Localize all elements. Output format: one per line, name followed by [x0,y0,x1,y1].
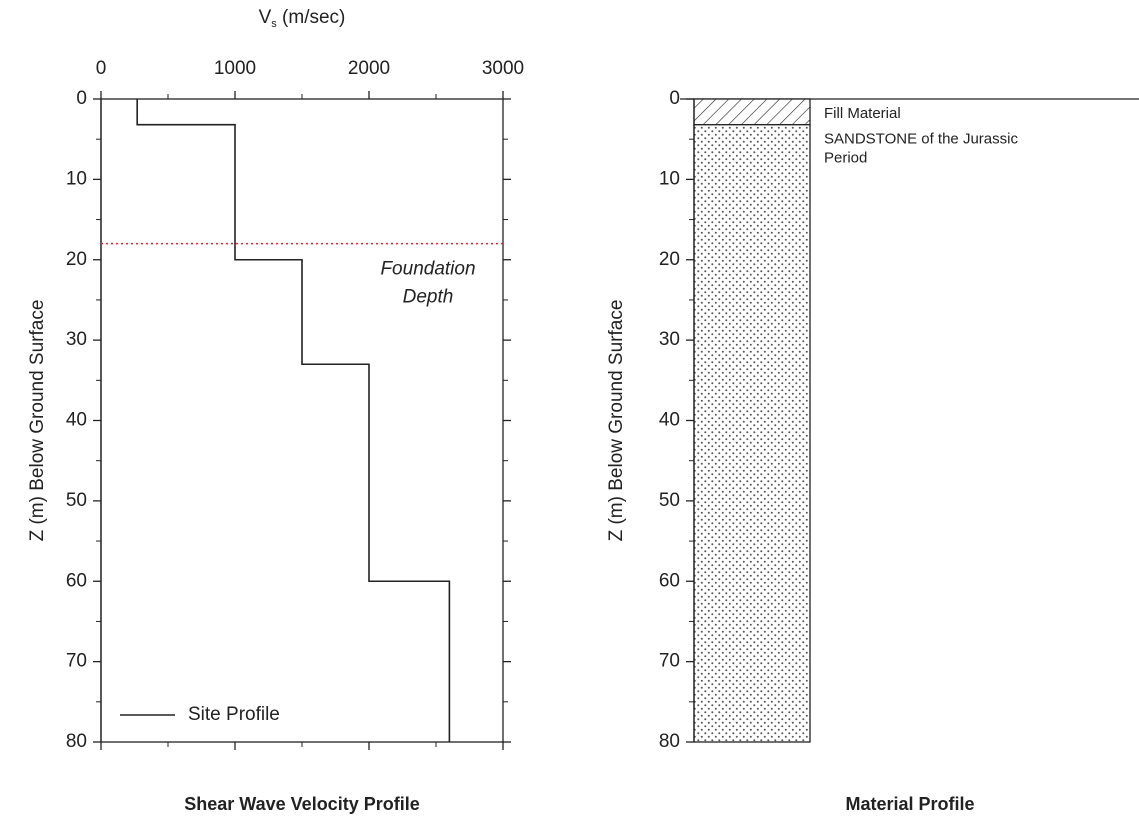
y-axis-label: Z (m) Below Ground Surface [606,300,627,542]
annotation: Foundation [380,259,475,280]
y-tick-label: 70 [66,651,87,672]
layer-label: Fill Material [824,105,901,122]
x-tick-label: 2000 [348,58,390,79]
layer-label: Period [824,150,867,167]
y-tick-label: 80 [66,731,87,752]
chart-title: Material Profile [845,794,974,814]
layer-label: SANDSTONE of the Jurassic [824,131,1018,148]
y-tick-label: 30 [66,329,87,350]
x-tick-label: 0 [96,58,107,79]
x-axis-label-part: s [271,18,277,30]
y-tick-label: 10 [66,168,87,189]
y-tick-label: 80 [659,731,680,752]
y-tick-label: 40 [659,410,680,431]
x-axis-label-part: V [259,7,272,28]
y-tick-label: 30 [659,329,680,350]
x-axis-label-part: (m/sec) [277,7,346,28]
y-tick-label: 40 [66,410,87,431]
y-tick-label: 0 [76,88,87,109]
y-tick-label: 0 [669,88,680,109]
chart-title: Shear Wave Velocity Profile [184,794,419,814]
y-tick-label: 20 [66,249,87,270]
y-tick-label: 50 [659,490,680,511]
plot-frame [100,98,504,743]
y-tick-label: 60 [659,570,680,591]
y-tick-label: 20 [659,249,680,270]
x-tick-label: 3000 [482,58,524,79]
legend-label: Site Profile [188,704,280,725]
y-tick-label: 10 [659,168,680,189]
x-tick-label: 1000 [214,58,256,79]
y-tick-label: 50 [66,490,87,511]
y-axis-label: Z (m) Below Ground Surface [27,300,48,542]
y-tick-label: 60 [66,570,87,591]
layer [693,124,811,743]
y-tick-label: 70 [659,651,680,672]
x-axis-label: Vs (m/sec) [259,7,346,30]
layer [693,98,811,126]
annotation: Depth [403,287,454,308]
profile-line [136,99,451,742]
